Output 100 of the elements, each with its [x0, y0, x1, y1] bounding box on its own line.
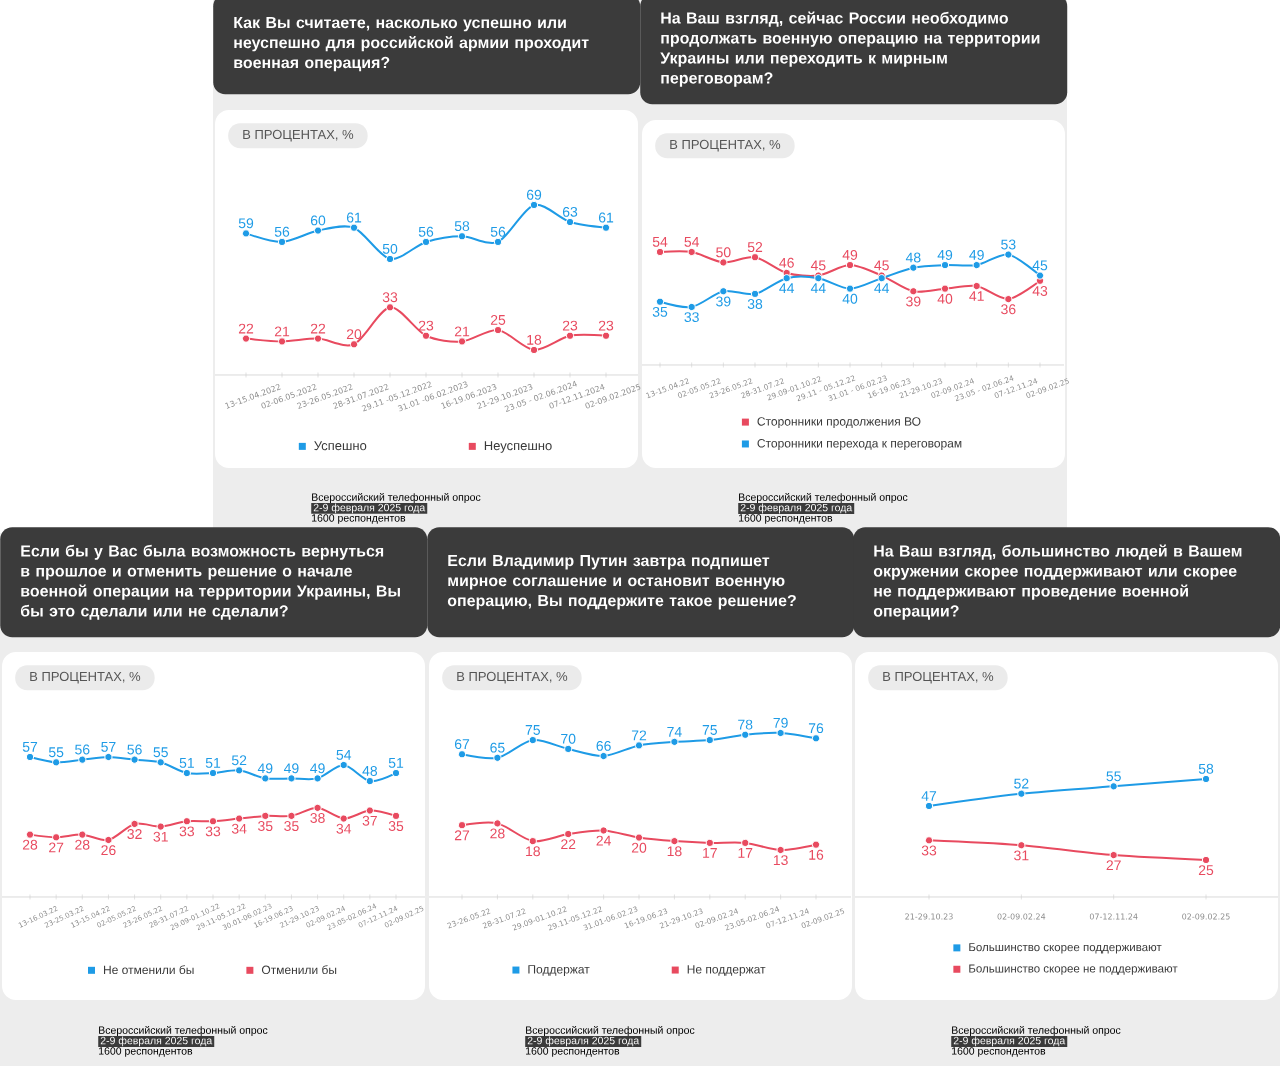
point — [1201, 774, 1211, 784]
text: 1600 респондентов — [312, 514, 406, 524]
point — [365, 776, 374, 786]
data-label: 61 — [346, 212, 362, 223]
text: 1600 респондентов — [739, 514, 833, 524]
data-label: 26 — [101, 845, 116, 856]
data-label: 75 — [525, 725, 541, 735]
point — [235, 766, 244, 775]
point — [421, 237, 431, 247]
point — [339, 760, 348, 770]
legend-label: Поддержат — [528, 965, 590, 976]
data-label: 25 — [490, 314, 506, 325]
data-label: 52 — [231, 755, 247, 766]
point — [564, 829, 573, 839]
legend-label: Не поддержат — [687, 965, 766, 976]
data-label: 21 — [454, 326, 470, 337]
data-label: 22 — [238, 323, 254, 334]
data-label: 39 — [716, 296, 731, 307]
point — [750, 253, 760, 262]
data-label: 21 — [274, 326, 290, 337]
point — [365, 806, 374, 815]
point — [339, 814, 348, 823]
point — [972, 281, 981, 291]
point — [493, 753, 502, 762]
point — [634, 833, 644, 842]
data-label: 20 — [346, 329, 362, 340]
point — [529, 345, 539, 355]
data-label: 58 — [1198, 763, 1214, 774]
data-label: 13 — [773, 855, 788, 866]
point — [385, 303, 395, 312]
point — [655, 247, 665, 257]
x-tick-label: 02-09.02.24 — [997, 913, 1046, 920]
point — [687, 247, 696, 257]
point — [528, 837, 537, 846]
legend-label: Неуспешно — [484, 441, 552, 453]
point — [529, 200, 539, 210]
data-label: 28 — [490, 828, 505, 839]
data-label: 33 — [382, 292, 398, 303]
legend-label: Успешно — [314, 441, 367, 451]
point — [313, 226, 323, 235]
data-label: 44 — [779, 283, 795, 293]
data-label: 49 — [842, 249, 858, 260]
chart-subtitle: В ПРОЦЕНТАХ, % — [243, 129, 354, 142]
point — [940, 260, 950, 270]
point — [565, 217, 575, 227]
point — [493, 819, 502, 828]
data-label: 45 — [1032, 260, 1048, 271]
point — [457, 232, 467, 241]
data-label: 69 — [526, 189, 542, 200]
data-label: 44 — [810, 283, 826, 293]
point — [924, 801, 934, 811]
data-label: 56 — [274, 226, 290, 237]
point — [1017, 789, 1026, 798]
chart-title: Если бы у Вас была возможность вернуться в прошлое и отменить решение о начале военной операции на территории Украины, Вы бы это сделали или не сделали? — [20, 544, 400, 620]
point — [1035, 271, 1045, 280]
data-label: 52 — [1014, 778, 1029, 789]
data-label: 60 — [310, 215, 326, 226]
data-label: 17 — [738, 848, 753, 858]
data-label: 33 — [179, 826, 195, 837]
point — [1017, 841, 1026, 850]
point — [287, 811, 296, 820]
data-label: 33 — [205, 826, 221, 837]
point — [349, 223, 359, 232]
data-label: 18 — [667, 846, 682, 857]
data-label: 43 — [1032, 285, 1048, 296]
point — [349, 340, 359, 349]
chart-title: Если Владимир Путин завтра подпишет мирное соглашение и остановит военную операцию, Вы поддержите такое решение? — [447, 555, 796, 610]
point — [421, 331, 431, 340]
data-label: 35 — [652, 306, 668, 317]
data-label: 45 — [874, 260, 889, 271]
data-label: 23 — [598, 320, 614, 331]
data-label: 78 — [738, 719, 753, 730]
text: 1600 респондентов — [952, 1047, 1046, 1057]
data-label: 33 — [684, 312, 699, 323]
x-tick-label: 02-09.02.25 — [1182, 913, 1230, 920]
data-label: 22 — [310, 323, 326, 334]
data-label: 34 — [336, 823, 352, 834]
data-label: 28 — [22, 839, 38, 850]
point — [719, 258, 728, 267]
point — [634, 741, 644, 750]
point — [705, 838, 714, 847]
data-label: 56 — [127, 744, 142, 755]
data-label: 40 — [937, 293, 953, 304]
point — [313, 334, 323, 343]
data-label: 35 — [284, 821, 299, 831]
data-label: 46 — [779, 257, 794, 268]
data-label: 34 — [231, 823, 247, 834]
data-label: 51 — [205, 758, 221, 768]
data-label: 50 — [716, 247, 731, 258]
point — [287, 774, 296, 783]
point — [687, 302, 696, 312]
point — [601, 331, 611, 340]
point — [78, 830, 87, 839]
data-label: 35 — [388, 821, 404, 831]
point — [1201, 855, 1211, 865]
text: 2-9 февраля 2025 года — [313, 503, 426, 514]
point — [811, 734, 821, 743]
data-label: 17 — [703, 848, 717, 858]
data-label: 53 — [1001, 239, 1016, 250]
point — [156, 758, 165, 767]
